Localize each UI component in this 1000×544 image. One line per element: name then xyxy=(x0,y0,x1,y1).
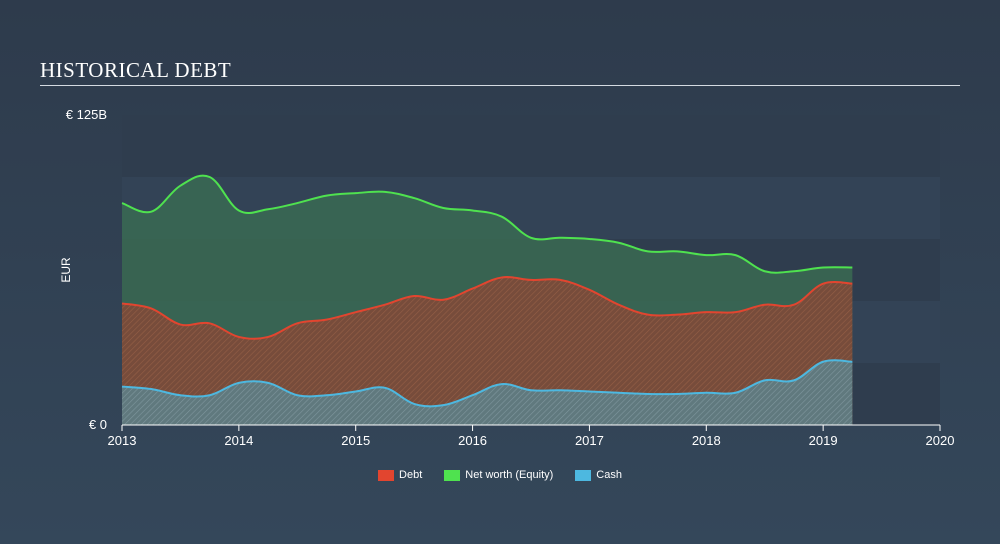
legend-label: Net worth (Equity) xyxy=(465,469,554,481)
y-tick-label: € 0 xyxy=(89,417,107,432)
x-tick-label: 2020 xyxy=(926,433,955,448)
cash-line xyxy=(121,359,853,408)
legend-item: Debt xyxy=(378,469,422,481)
plot-band xyxy=(122,115,940,177)
x-tick-label: 2014 xyxy=(224,433,253,448)
y-axis-label: EUR xyxy=(59,257,73,283)
legend-swatch xyxy=(575,469,592,481)
debt-area xyxy=(122,277,853,425)
equity-line xyxy=(121,174,853,274)
debt-line xyxy=(121,276,853,340)
legend-item: Net worth (Equity) xyxy=(444,469,553,481)
x-tick-label: 2019 xyxy=(809,433,838,448)
legend-swatch xyxy=(378,469,395,481)
x-tick-label: 2015 xyxy=(341,433,370,448)
x-tick-label: 2018 xyxy=(692,433,721,448)
series-areas xyxy=(122,175,853,425)
axes: 2013 2014 2015 2016 2017 2018 2019 2020 € 0 € 125… xyxy=(59,107,954,448)
legend: Debt Net worth (Equity) Cash xyxy=(0,469,1000,481)
legend-item: Cash xyxy=(575,469,622,481)
series-lines xyxy=(121,174,853,408)
x-tick-label: 2017 xyxy=(575,433,604,448)
chart-title: HISTORICAL DEBT xyxy=(40,58,232,82)
x-tick-label: 2016 xyxy=(458,433,487,448)
legend-swatch xyxy=(444,469,461,481)
cash-area xyxy=(122,360,853,425)
legend-label: Cash xyxy=(596,469,622,481)
y-tick-label: € 125B xyxy=(66,107,107,122)
x-tick-label: 2013 xyxy=(108,433,137,448)
legend-label: Debt xyxy=(399,469,423,481)
title-divider xyxy=(40,85,960,86)
